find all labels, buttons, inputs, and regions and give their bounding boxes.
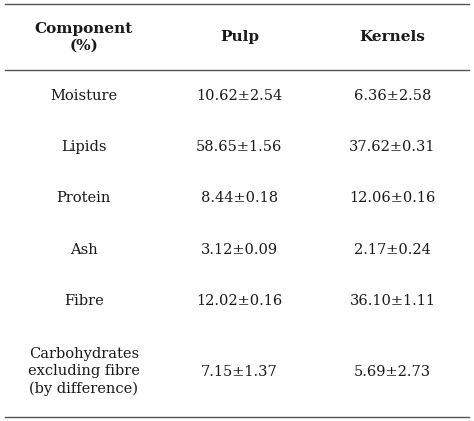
- Text: 10.62±2.54: 10.62±2.54: [196, 89, 283, 103]
- Text: Fibre: Fibre: [64, 294, 104, 308]
- Text: Pulp: Pulp: [220, 30, 259, 44]
- Text: 36.10±1.11: 36.10±1.11: [350, 294, 436, 308]
- Text: Kernels: Kernels: [360, 30, 426, 44]
- Text: 6.36±2.58: 6.36±2.58: [354, 89, 431, 103]
- Text: 3.12±0.09: 3.12±0.09: [201, 242, 278, 257]
- Text: Lipids: Lipids: [61, 140, 107, 154]
- Text: Protein: Protein: [56, 192, 111, 205]
- Text: 12.02±0.16: 12.02±0.16: [196, 294, 283, 308]
- Text: Moisture: Moisture: [50, 89, 117, 103]
- Text: 58.65±1.56: 58.65±1.56: [196, 140, 283, 154]
- Text: Component
(%): Component (%): [35, 22, 133, 53]
- Text: 5.69±2.73: 5.69±2.73: [354, 365, 431, 378]
- Text: 7.15±1.37: 7.15±1.37: [201, 365, 278, 378]
- Text: 12.06±0.16: 12.06±0.16: [349, 192, 436, 205]
- Text: 8.44±0.18: 8.44±0.18: [201, 192, 278, 205]
- Text: Ash: Ash: [70, 242, 98, 257]
- Text: 2.17±0.24: 2.17±0.24: [354, 242, 431, 257]
- Text: Carbohydrates
excluding fibre
(by difference): Carbohydrates excluding fibre (by differ…: [28, 347, 140, 396]
- Text: 37.62±0.31: 37.62±0.31: [349, 140, 436, 154]
